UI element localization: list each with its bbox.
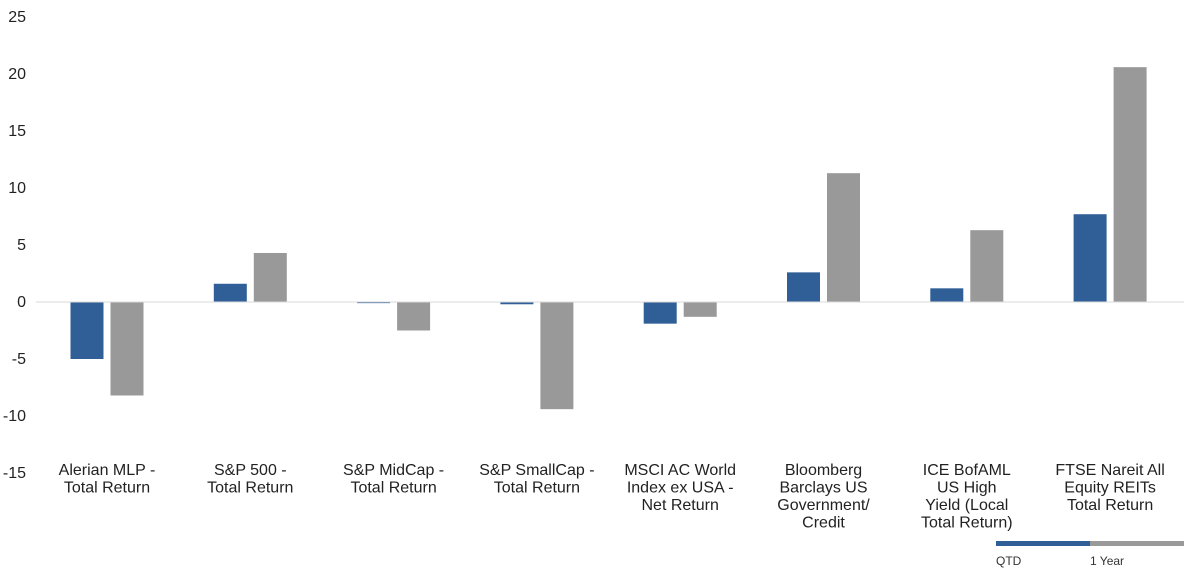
bar-qtd bbox=[70, 302, 104, 359]
bar-qtd bbox=[213, 283, 247, 302]
y-axis-ticks: 25 20 15 10 5 0 -5 -10 -15 bbox=[3, 9, 26, 482]
bar-qtd bbox=[787, 272, 820, 302]
y-tick-label: 0 bbox=[17, 294, 26, 311]
category-label: ICE BofAML US High Yield (Local Total Retur… bbox=[921, 462, 1013, 532]
bar-1-year bbox=[110, 302, 144, 396]
y-tick-label: 25 bbox=[8, 9, 26, 26]
category-labels: Alerian MLP -Total Return S&P 500 -Total … bbox=[59, 462, 1165, 532]
y-tick-label: 10 bbox=[8, 180, 26, 197]
bar-1-year bbox=[253, 252, 287, 302]
bar-qtd bbox=[930, 288, 964, 302]
category-label: FTSE Nareit All Equity REITs Total Return bbox=[1055, 462, 1164, 514]
bar-qtd bbox=[1073, 214, 1107, 302]
legend: QTD 1 Year bbox=[996, 541, 1184, 568]
category-label: S&P MidCap -Total Return bbox=[343, 462, 444, 497]
bar-1-year bbox=[683, 302, 717, 317]
bar-qtd bbox=[643, 302, 677, 324]
legend-swatch bbox=[996, 541, 1090, 546]
bar-1-year bbox=[540, 302, 574, 410]
bar-qtd bbox=[500, 302, 534, 305]
bar-1-year bbox=[970, 230, 1004, 302]
category-label: S&P SmallCap -Total Return bbox=[479, 462, 594, 497]
category-label: MSCI AC World Index ex USA -Net Return bbox=[624, 462, 736, 514]
bar-1-year bbox=[827, 173, 860, 302]
legend-label: QTD bbox=[996, 554, 1022, 568]
y-tick-label: 5 bbox=[17, 237, 26, 254]
category-label: S&P 500 -Total Return bbox=[207, 462, 293, 497]
y-tick-label: -15 bbox=[3, 465, 26, 482]
y-tick-label: 20 bbox=[8, 66, 26, 83]
legend-swatch bbox=[1090, 541, 1184, 546]
bar-1-year bbox=[397, 302, 431, 331]
legend-label: 1 Year bbox=[1090, 554, 1124, 568]
category-label: Bloomberg Barclays US Government/Credit bbox=[777, 462, 870, 532]
bar-qtd bbox=[357, 302, 391, 304]
bar-1-year bbox=[1113, 67, 1147, 302]
y-tick-label: 15 bbox=[8, 123, 26, 140]
category-label: Alerian MLP -Total Return bbox=[59, 462, 156, 497]
bars-group bbox=[70, 67, 1147, 410]
y-tick-label: -5 bbox=[12, 351, 26, 368]
y-tick-label: -10 bbox=[3, 408, 26, 425]
